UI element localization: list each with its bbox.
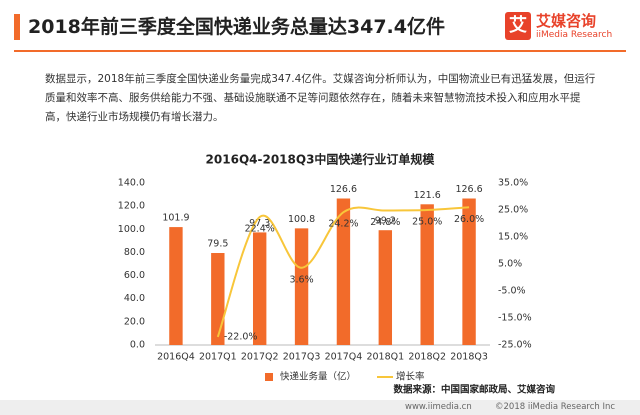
- x-tick-label: 2017Q4: [325, 352, 363, 363]
- bar-value-label: 79.5: [207, 239, 228, 250]
- y-tick-label: 60.0: [124, 270, 145, 281]
- x-tick-label: 2017Q2: [241, 352, 279, 363]
- bar: [336, 198, 351, 345]
- x-tick-label: 2017Q3: [283, 352, 321, 363]
- bar-value-label: 100.8: [288, 214, 315, 225]
- y2-tick-label: -5.0%: [498, 286, 526, 297]
- page-title: 2018年前三季度全国快递业务总量达347.4亿件: [28, 16, 445, 38]
- growth-line: [216, 206, 470, 338]
- x-tick-label: 2018Q1: [366, 352, 404, 363]
- chart-title: 2016Q4-2018Q3中国快递行业订单规模: [206, 152, 436, 167]
- line-value-label: 22.4%: [245, 224, 275, 235]
- x-tick-label: 2017Q1: [199, 352, 237, 363]
- chart: 2016Q4-2018Q3中国快递行业订单规模 数据来源：中国国家邮政局、艾媒咨…: [118, 152, 556, 396]
- y2-tick-label: 5.0%: [498, 259, 522, 270]
- bar-value-label: 126.6: [455, 184, 482, 195]
- y2-tick-label: 35.0%: [498, 178, 528, 189]
- bar-value-label: 97.3: [249, 218, 270, 229]
- line-value-label: 24.2%: [328, 219, 358, 230]
- bar: [462, 198, 476, 345]
- bar: [169, 227, 183, 345]
- header-accent: [14, 14, 20, 40]
- bar: [420, 204, 434, 345]
- y-tick-label: 20.0: [124, 316, 145, 327]
- legend-label: 快递业务量（亿）: [280, 371, 356, 383]
- line-value-label: -22.0%: [224, 331, 258, 342]
- y2-tick-label: 15.0%: [498, 232, 528, 243]
- line-value-label: 26.0%: [454, 214, 484, 225]
- x-tick-label: 2016Q4: [157, 352, 195, 363]
- bar-value-label: 101.9: [162, 213, 189, 224]
- legend-swatch: [265, 373, 273, 381]
- paragraph: 数据显示，2018年前三季度全国快递业务量完成347.4亿件。艾媒咨询分析师认为…: [45, 73, 596, 123]
- y-tick-label: 80.0: [124, 247, 145, 258]
- logo-sub: iiMedia Research: [536, 30, 613, 40]
- logo-icon: 艾: [505, 12, 531, 40]
- bar: [211, 253, 225, 345]
- line-value-label: 25.0%: [412, 217, 442, 228]
- line-value-label: 24.8%: [370, 217, 400, 228]
- bar-value-label: 121.6: [414, 190, 441, 201]
- footer: www.iimedia.cn ©2018 iiMedia Research In…: [0, 400, 640, 415]
- y-tick-label: 100.0: [118, 224, 145, 235]
- footer-copyright: ©2018 iiMedia Research Inc: [495, 402, 616, 412]
- header-rule: [14, 50, 626, 52]
- x-tick-label: 2018Q3: [450, 352, 488, 363]
- bar: [252, 232, 267, 345]
- logo-name: 艾媒咨询: [536, 12, 597, 30]
- y2-tick-label: 25.0%: [498, 205, 528, 216]
- source: 数据来源：中国国家邮政局、艾媒咨询: [392, 384, 555, 396]
- y-tick-label: 120.0: [118, 201, 145, 212]
- bar-value-label: 99.2: [375, 216, 396, 227]
- line-value-label: 3.6%: [289, 274, 313, 285]
- bar: [294, 228, 309, 345]
- y2-tick-label: -15.0%: [498, 313, 532, 324]
- x-tick-label: 2018Q2: [408, 352, 446, 363]
- y-tick-label: 140.0: [118, 178, 145, 189]
- bar: [378, 230, 393, 345]
- y2-tick-label: -25.0%: [498, 340, 532, 351]
- bar-value-label: 126.6: [330, 184, 357, 195]
- legend-label: 增长率: [396, 371, 425, 383]
- y-tick-label: 0.0: [130, 340, 145, 351]
- footer-url: www.iimedia.cn: [405, 402, 472, 412]
- y-tick-label: 40.0: [124, 293, 145, 304]
